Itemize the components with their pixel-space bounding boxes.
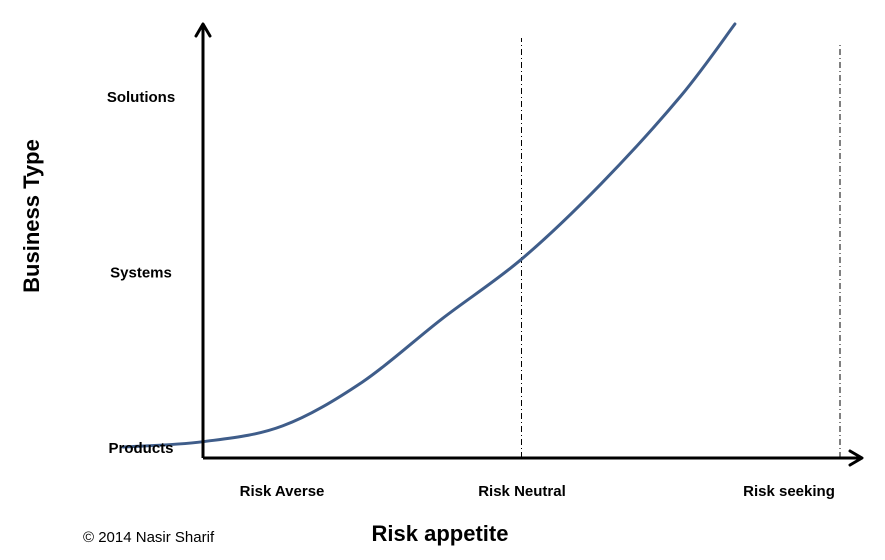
y-tick-labels: Products Systems Solutions bbox=[107, 89, 175, 457]
reference-lines bbox=[521, 38, 841, 458]
y-tick-label: Solutions bbox=[107, 89, 175, 106]
x-tick-label: Risk Averse bbox=[240, 483, 325, 500]
series-line bbox=[121, 22, 737, 449]
x-tick-labels: Risk Averse Risk Neutral Risk seeking bbox=[240, 483, 835, 500]
copyright-text: © 2014 Nasir Sharif bbox=[83, 529, 215, 546]
x-tick-label: Risk Neutral bbox=[478, 483, 566, 500]
axes bbox=[194, 22, 864, 467]
x-axis-title: Risk appetite bbox=[372, 521, 509, 546]
y-tick-label: Systems bbox=[110, 265, 172, 282]
y-axis-title: Business Type bbox=[19, 139, 44, 293]
y-tick-label: Products bbox=[108, 440, 173, 457]
x-tick-label: Risk seeking bbox=[743, 483, 835, 500]
x-axis-arrowhead bbox=[848, 449, 864, 467]
y-axis-arrowhead bbox=[194, 22, 212, 38]
